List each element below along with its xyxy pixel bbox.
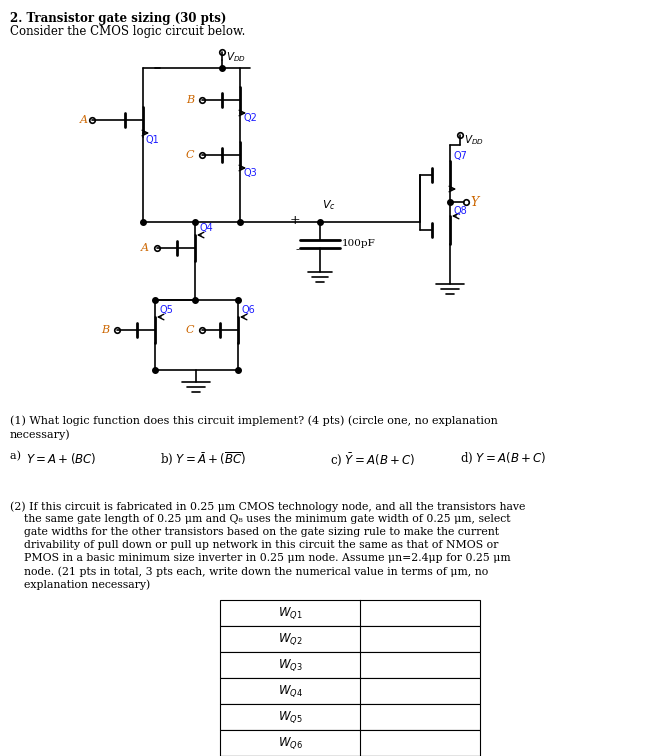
Text: Q8: Q8 xyxy=(454,206,468,216)
Text: b) $Y = \bar{A} + (\overline{BC})$: b) $Y = \bar{A} + (\overline{BC})$ xyxy=(160,451,247,468)
Text: $W_{Q2}$: $W_{Q2}$ xyxy=(278,631,302,647)
Text: 100pF: 100pF xyxy=(342,240,376,249)
Text: Q7: Q7 xyxy=(454,151,468,161)
Bar xyxy=(220,704,480,730)
Text: Q4: Q4 xyxy=(199,223,213,233)
Text: C: C xyxy=(186,150,194,160)
Bar xyxy=(220,678,480,704)
Text: A: A xyxy=(80,115,88,125)
Text: d) $Y = A(B+C)$: d) $Y = A(B+C)$ xyxy=(460,451,546,466)
Text: 2. Transistor gate sizing (30 pts): 2. Transistor gate sizing (30 pts) xyxy=(10,12,227,25)
Text: Q5: Q5 xyxy=(159,305,173,315)
Bar xyxy=(220,652,480,678)
Text: Q1: Q1 xyxy=(146,135,160,145)
Text: (2) If this circuit is fabricated in 0.25 μm CMOS technology node, and all the t: (2) If this circuit is fabricated in 0.2… xyxy=(10,501,526,512)
Text: Q6: Q6 xyxy=(242,305,256,315)
Text: drivability of pull down or pull up network in this circuit the same as that of : drivability of pull down or pull up netw… xyxy=(10,540,498,550)
Text: (1) What logic function does this circuit implement? (4 pts) (circle one, no exp: (1) What logic function does this circui… xyxy=(10,415,498,426)
Text: Y: Y xyxy=(470,196,478,209)
Text: B: B xyxy=(186,95,194,105)
Text: $W_{Q6}$: $W_{Q6}$ xyxy=(278,735,302,751)
Text: a): a) xyxy=(10,451,32,461)
Text: $V_{DD}$: $V_{DD}$ xyxy=(464,133,484,147)
Text: B: B xyxy=(101,325,109,335)
Text: -: - xyxy=(296,243,300,256)
Text: node. (21 pts in total, 3 pts each, write down the numerical value in terms of μ: node. (21 pts in total, 3 pts each, writ… xyxy=(10,566,488,577)
Text: Q2: Q2 xyxy=(244,113,258,123)
Text: Consider the CMOS logic circuit below.: Consider the CMOS logic circuit below. xyxy=(10,25,245,38)
Text: necessary): necessary) xyxy=(10,429,71,439)
Text: $W_{Q4}$: $W_{Q4}$ xyxy=(278,683,302,699)
Text: $W_{Q3}$: $W_{Q3}$ xyxy=(278,657,302,673)
Text: $V_c$: $V_c$ xyxy=(322,198,336,212)
Text: explanation necessary): explanation necessary) xyxy=(10,579,151,590)
Text: $W_{Q1}$: $W_{Q1}$ xyxy=(278,605,302,621)
Text: C: C xyxy=(186,325,194,335)
Text: c) $\bar{Y} = A(B+C)$: c) $\bar{Y} = A(B+C)$ xyxy=(330,451,415,467)
Bar xyxy=(220,730,480,756)
Text: $W_{Q5}$: $W_{Q5}$ xyxy=(278,709,302,725)
Text: PMOS in a basic minimum size inverter in 0.25 μm node. Assume μn=2.4μp for 0.25 : PMOS in a basic minimum size inverter in… xyxy=(10,553,511,563)
Text: gate widths for the other transistors based on the gate sizing rule to make the : gate widths for the other transistors ba… xyxy=(10,527,499,537)
Bar xyxy=(220,600,480,626)
Text: Q3: Q3 xyxy=(244,168,258,178)
Bar xyxy=(220,626,480,652)
Text: $V_{DD}$: $V_{DD}$ xyxy=(226,50,246,64)
Text: +: + xyxy=(289,213,300,227)
Text: A: A xyxy=(141,243,149,253)
Text: the same gate length of 0.25 μm and Q₈ uses the minimum gate width of 0.25 μm, s: the same gate length of 0.25 μm and Q₈ u… xyxy=(10,514,511,524)
Text: $Y = A + (BC)$: $Y = A + (BC)$ xyxy=(26,451,97,466)
